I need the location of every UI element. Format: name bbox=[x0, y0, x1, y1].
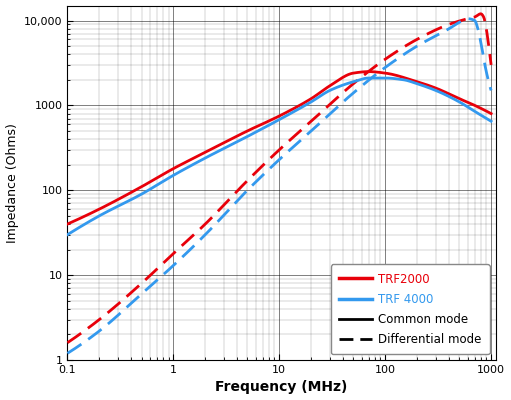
Legend: TRF2000, TRF 4000, Common mode, Differential mode: TRF2000, TRF 4000, Common mode, Differen… bbox=[331, 264, 490, 354]
Y-axis label: Impedance (Ohms): Impedance (Ohms) bbox=[6, 123, 18, 243]
X-axis label: Frequency (MHz): Frequency (MHz) bbox=[215, 380, 347, 394]
